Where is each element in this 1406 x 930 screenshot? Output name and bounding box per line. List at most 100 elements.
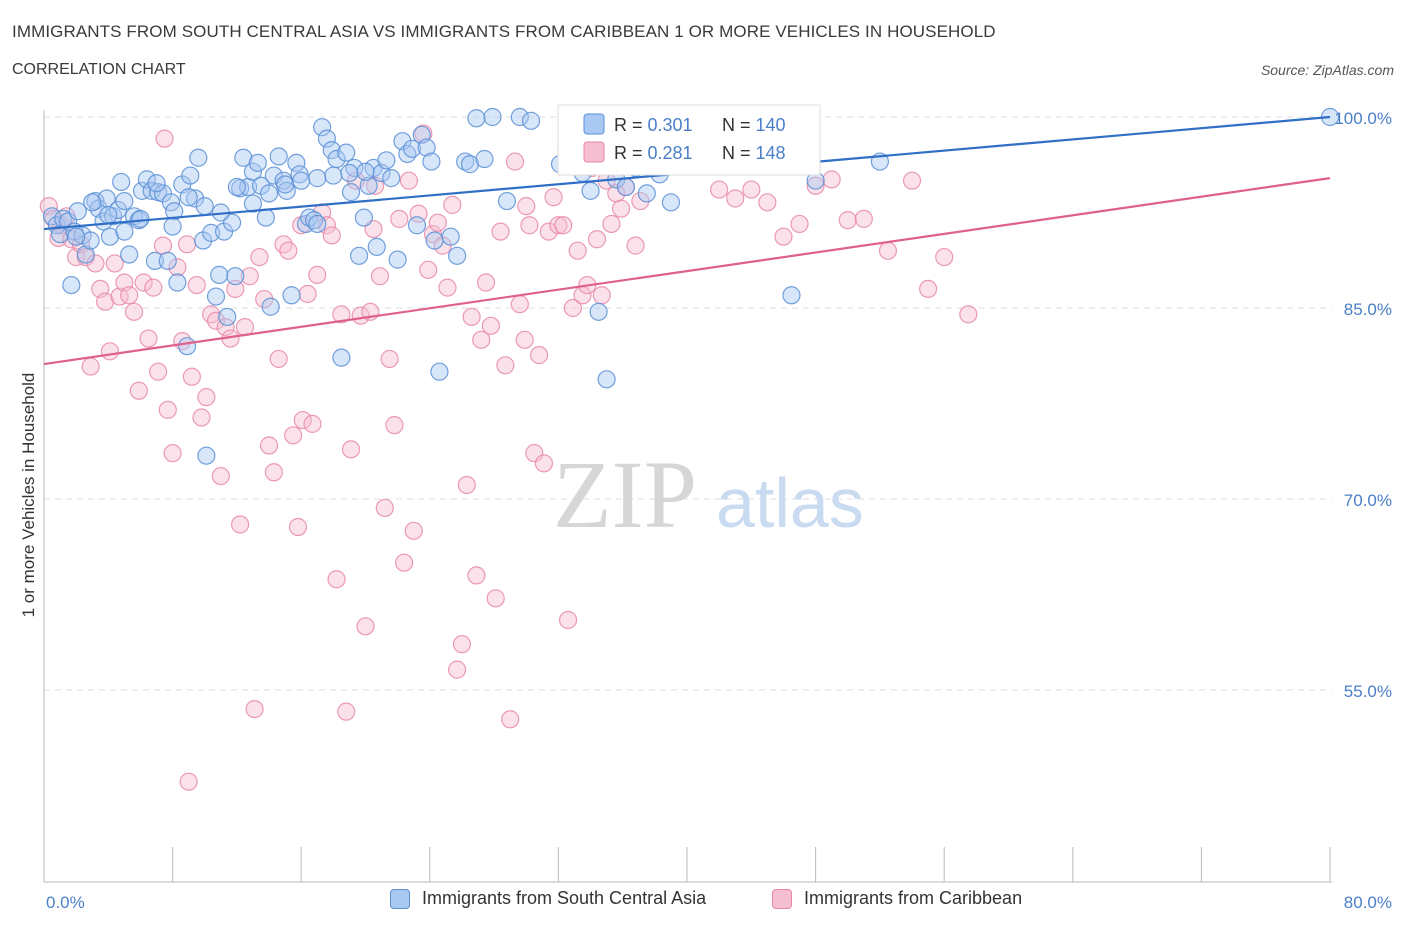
y-tick-label: 55.0% (1344, 682, 1392, 701)
data-point-south-central-asia (367, 237, 386, 256)
data-point-caribbean (501, 710, 520, 729)
data-point-south-central-asia (210, 265, 229, 284)
data-point-south-central-asia (179, 188, 198, 207)
data-point-south-central-asia (195, 197, 214, 216)
data-point-caribbean (631, 191, 650, 211)
x-tick-label-min: 0.0% (46, 893, 85, 912)
data-point-caribbean (187, 275, 206, 295)
data-point-caribbean (902, 171, 922, 190)
data-point-south-central-asia (147, 174, 166, 193)
data-point-south-central-asia (243, 162, 263, 181)
data-point-south-central-asia (189, 148, 208, 167)
data-point-south-central-asia (76, 245, 95, 264)
data-point-caribbean (544, 188, 563, 207)
data-point-south-central-asia (356, 162, 375, 181)
legend-r-value: 0.281 (648, 143, 693, 163)
data-point-caribbean (197, 388, 216, 407)
data-point-south-central-asia (340, 163, 359, 183)
data-point-south-central-asia (312, 118, 332, 137)
data-point-caribbean (496, 356, 515, 375)
data-point-south-central-asia (581, 181, 600, 200)
chart-subtitle: CORRELATION CHART (12, 61, 186, 78)
data-point-south-central-asia (282, 286, 301, 305)
data-point-south-central-asia (165, 202, 184, 221)
data-point-caribbean (385, 416, 404, 435)
data-point-south-central-asia (163, 217, 182, 236)
data-point-caribbean (472, 330, 491, 349)
data-point-caribbean (505, 152, 525, 171)
data-point-caribbean (264, 463, 283, 482)
data-point-south-central-asia (287, 153, 306, 172)
data-point-south-central-asia (248, 153, 267, 172)
data-point-south-central-asia (589, 302, 608, 321)
data-point-south-central-asia (398, 144, 417, 164)
data-point-caribbean (134, 273, 153, 292)
data-point-south-central-asia (234, 148, 253, 167)
y-tick-label: 100.0% (1334, 109, 1392, 128)
data-point-caribbean (822, 170, 841, 189)
data-point-south-central-asia (337, 143, 356, 162)
data-point-caribbean (255, 289, 274, 309)
bottom-legend: Immigrants from South Central Asia Immig… (0, 888, 1406, 918)
data-point-south-central-asia (403, 139, 422, 158)
legend-n-blue: N = 140 (722, 115, 786, 135)
data-point-south-central-asia (324, 166, 343, 185)
data-point-south-central-asia (99, 205, 118, 225)
data-point-caribbean (269, 349, 288, 369)
data-point-caribbean (120, 286, 139, 305)
data-point-caribbean (399, 171, 419, 190)
data-point-south-central-asia (227, 177, 246, 197)
legend-item-caribbean[interactable]: Immigrants from Caribbean (772, 888, 1022, 909)
legend-r-label: R = (614, 115, 648, 135)
data-point-caribbean (327, 570, 346, 589)
data-point-caribbean (726, 189, 745, 208)
data-point-caribbean (139, 329, 158, 348)
data-point-south-central-asia (145, 251, 165, 270)
data-point-caribbean (742, 180, 761, 199)
data-point-caribbean (245, 699, 264, 719)
data-point-south-central-asia (42, 207, 62, 226)
data-point-south-central-asia (132, 181, 152, 200)
data-point-caribbean (758, 193, 777, 212)
y-axis-title: 1 or more Vehicles in Household (19, 373, 38, 618)
legend-row-blue: R = 0.301 (614, 115, 693, 135)
data-point-south-central-asia (269, 147, 288, 166)
data-point-caribbean (959, 305, 978, 324)
chart-title: IMMIGRANTS FROM SOUTH CENTRAL ASIA VS IM… (12, 22, 996, 41)
data-point-south-central-asia (218, 307, 237, 327)
data-point-south-central-asia (349, 246, 369, 265)
data-point-south-central-asia (425, 231, 444, 250)
data-point-caribbean (168, 258, 187, 277)
data-point-caribbean (211, 466, 230, 486)
data-point-south-central-asia (467, 109, 486, 128)
data-point-caribbean (549, 216, 568, 235)
data-point-caribbean (394, 553, 414, 572)
data-point-caribbean (710, 180, 729, 199)
data-point-caribbean (467, 566, 486, 585)
data-point-south-central-asia (637, 184, 656, 203)
data-point-caribbean (303, 414, 322, 433)
data-point-caribbean (602, 214, 621, 234)
data-point-south-central-asia (382, 169, 401, 188)
data-point-south-central-asia (388, 250, 407, 269)
y-tick-label: 85.0% (1344, 300, 1392, 319)
axes (43, 110, 1332, 883)
data-point-caribbean (105, 254, 124, 273)
data-point-south-central-asia (120, 245, 139, 264)
legend-swatch-pink (583, 141, 605, 163)
data-point-caribbean (515, 330, 534, 349)
legend-n-pink: N = 148 (722, 143, 786, 163)
data-point-caribbean (124, 302, 144, 321)
data-point-caribbean (158, 400, 177, 419)
data-point-south-central-asia (108, 200, 128, 220)
data-point-caribbean (409, 204, 428, 223)
data-point-caribbean (452, 635, 472, 654)
data-point-south-central-asia (422, 152, 441, 171)
data-point-caribbean (558, 610, 578, 630)
legend-item-south-central-asia[interactable]: Immigrants from South Central Asia (390, 888, 706, 909)
data-point-south-central-asia (83, 193, 102, 212)
data-point-caribbean (163, 444, 182, 463)
data-point-south-central-asia (317, 129, 337, 148)
data-point-caribbean (153, 236, 173, 255)
